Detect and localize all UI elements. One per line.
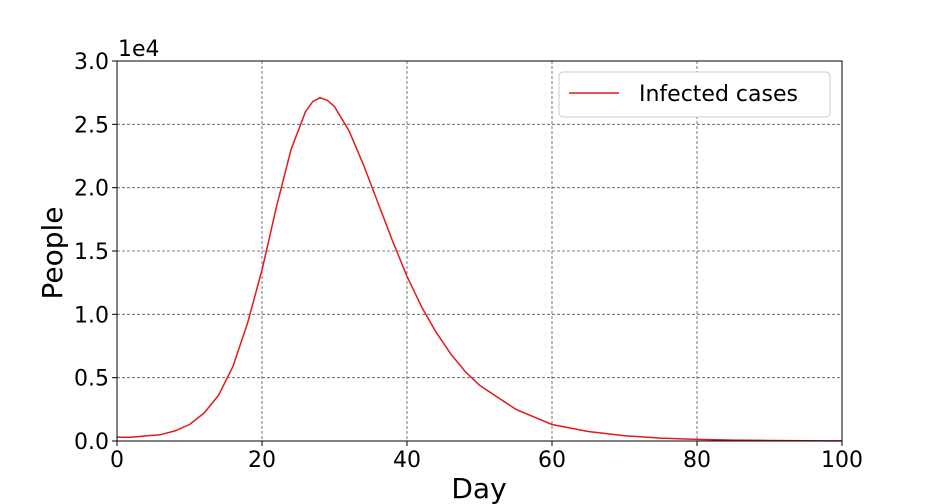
x-tick-label: 80 [683, 448, 711, 473]
x-tick-label: 20 [248, 448, 276, 473]
y-offset-label: 1e4 [118, 37, 160, 62]
legend-box [558, 71, 831, 118]
y-axis-label: People [36, 206, 69, 299]
series-line-infected-cases [117, 96, 843, 442]
y-tick-label: 1.5 [74, 240, 109, 265]
y-tick-label: 2.5 [74, 113, 109, 138]
y-tick-label: 1.0 [74, 303, 109, 328]
y-tick-label: 2.0 [74, 177, 109, 202]
x-tick-label: 40 [393, 448, 421, 473]
x-axis-label: Day [451, 472, 506, 504]
legend: Infected cases [558, 71, 831, 118]
y-tick-label: 3.0 [74, 50, 109, 75]
x-tick-label: 0 [110, 448, 124, 473]
series-layer [117, 96, 843, 442]
gridlines [117, 61, 842, 441]
y-tick-label: 0.0 [74, 430, 109, 455]
y-axis: 0.0 0.5 1.0 1.5 2.0 2.5 3.0 [74, 50, 117, 455]
x-tick-label: 60 [538, 448, 566, 473]
x-tick-label: 100 [821, 448, 863, 473]
x-axis: 0 20 40 60 80 100 [110, 441, 863, 473]
legend-label: Infected cases [639, 82, 798, 107]
y-tick-label: 0.5 [74, 367, 109, 392]
